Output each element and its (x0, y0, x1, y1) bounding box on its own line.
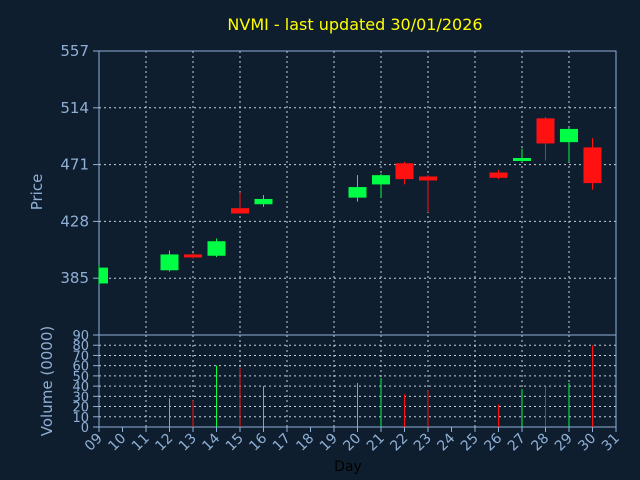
x-tick-label: 13 (176, 431, 200, 455)
x-ticks: 09 10 11 12 13 14 15 16 17 18 19 20 21 22 23 24 25 26 27 28… (82, 427, 623, 454)
price-y-ticks: 385 428 471 514 557 (60, 42, 99, 287)
price-tick-label: 471 (60, 156, 89, 174)
x-tick-label: 10 (105, 431, 129, 455)
x-tick-label: 14 (199, 430, 223, 454)
candle-body (348, 187, 367, 198)
volume-tick-label: 50 (72, 370, 89, 385)
x-tick-label: 22 (387, 431, 411, 455)
x-tick-label: 16 (246, 430, 270, 454)
candle-body (583, 147, 602, 184)
candle-body (231, 208, 249, 214)
candle-body (419, 176, 437, 181)
candle-body (184, 254, 202, 258)
x-tick-label: 15 (223, 431, 247, 455)
volume-tick-label: 70 (72, 349, 89, 364)
price-tick-label: 428 (60, 212, 89, 230)
price-tick-label: 514 (60, 99, 89, 117)
x-tick-label: 25 (458, 431, 482, 455)
x-tick-label: 23 (411, 431, 435, 455)
volume-tick-label: 20 (72, 401, 89, 416)
x-tick-label: 30 (575, 431, 599, 455)
x-tick-label: 28 (528, 431, 552, 455)
x-axis-label: Day (334, 459, 362, 475)
candle-body (536, 118, 555, 144)
chart-title: NVMI - last updated 30/01/2026 (227, 15, 482, 34)
x-tick-label: 18 (293, 431, 317, 455)
candle-body (99, 267, 108, 284)
volume-axis-label: Volume (0000) (38, 326, 56, 436)
volume-tick-label: 40 (72, 380, 89, 395)
x-tick-label: 12 (152, 431, 176, 455)
x-tick-label: 27 (505, 431, 529, 455)
candle-body (513, 157, 531, 161)
x-tick-label: 24 (434, 430, 458, 454)
volume-tick-label: 0 (81, 421, 89, 436)
volume-tick-label: 90 (72, 329, 89, 344)
candle-body (207, 241, 226, 256)
x-tick-label: 19 (317, 431, 341, 455)
candle-body (254, 198, 273, 205)
x-tick-label: 11 (129, 431, 153, 455)
x-tick-label: 31 (599, 431, 623, 455)
candle-body (560, 128, 578, 143)
x-tick-label: 26 (481, 430, 505, 454)
x-tick-label: 29 (552, 431, 576, 455)
x-tick-label: 21 (364, 431, 388, 455)
volume-tick-label: 30 (72, 390, 89, 405)
candle-body (160, 254, 179, 271)
candle-body (395, 163, 414, 180)
candle-body (489, 172, 508, 178)
x-tick-label: 20 (340, 431, 364, 455)
price-axis-label: Price (28, 174, 46, 211)
x-tick-label: 17 (270, 431, 294, 455)
volume-tick-label: 80 (72, 339, 89, 354)
price-tick-label: 557 (60, 42, 89, 60)
volume-bars (169, 345, 593, 427)
volume-tick-label: 10 (72, 411, 89, 426)
volume-tick-label: 60 (72, 360, 89, 375)
price-tick-label: 385 (60, 269, 89, 287)
candle-body (372, 175, 390, 185)
candles (98, 117, 602, 285)
